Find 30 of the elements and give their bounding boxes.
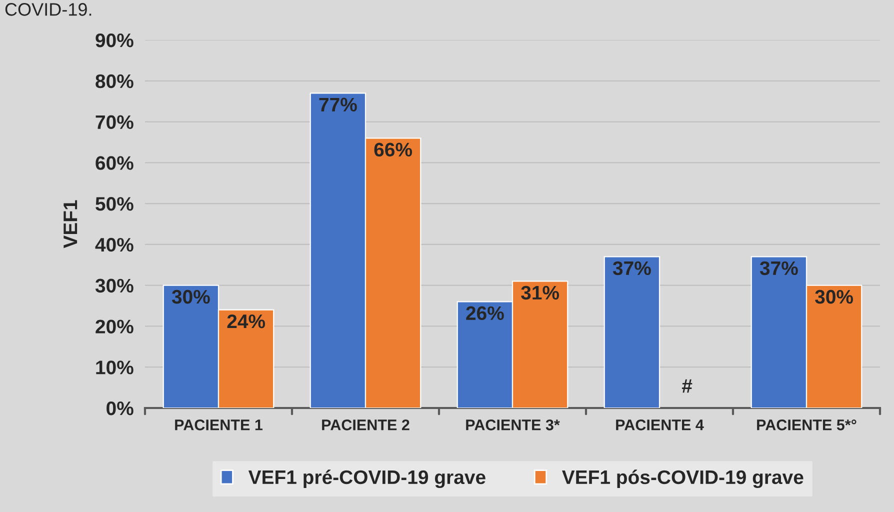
x-tick-label: PACIENTE 1 (175, 420, 263, 430)
y-tick-label: 80% (96, 74, 134, 88)
y-tick-label: 50% (96, 197, 134, 211)
y-tick-label: 60% (96, 156, 134, 170)
y-tick-label: 90% (96, 33, 134, 48)
y-tick-label: 20% (96, 320, 134, 334)
data-label: 31% (521, 286, 560, 300)
data-label: 66% (374, 142, 412, 157)
x-tick-label: PACIENTE 2 (322, 420, 410, 430)
data-label: 24% (227, 314, 266, 328)
y-tick-label: 70% (96, 115, 134, 130)
y-axis-title: VEF1 (64, 200, 78, 248)
legend-label: VEF1 pré-COVID-19 grave (248, 470, 486, 488)
text: COVID-19. (5, 3, 92, 16)
y-tick-label: 0% (106, 401, 134, 416)
x-tick-label: PACIENTE 5*° (757, 420, 856, 430)
y-tick-label: 30% (95, 278, 134, 293)
x-tick-label: PACIENTE 4 (616, 420, 704, 430)
data-label: 30% (815, 290, 854, 304)
data-label: 37% (760, 261, 798, 276)
y-tick-label: 40% (95, 238, 134, 252)
data-label: 37% (612, 261, 651, 276)
x-tick-label: PACIENTE 3* (466, 420, 560, 430)
annotation: # (682, 379, 692, 393)
data-label: 77% (319, 98, 357, 112)
bar (604, 256, 660, 408)
data-label: 26% (466, 306, 504, 320)
data-label: 30% (172, 290, 210, 304)
y-tick-label: 10% (96, 360, 134, 374)
legend-label: VEF1 pós-COVID-19 grave (562, 470, 804, 488)
